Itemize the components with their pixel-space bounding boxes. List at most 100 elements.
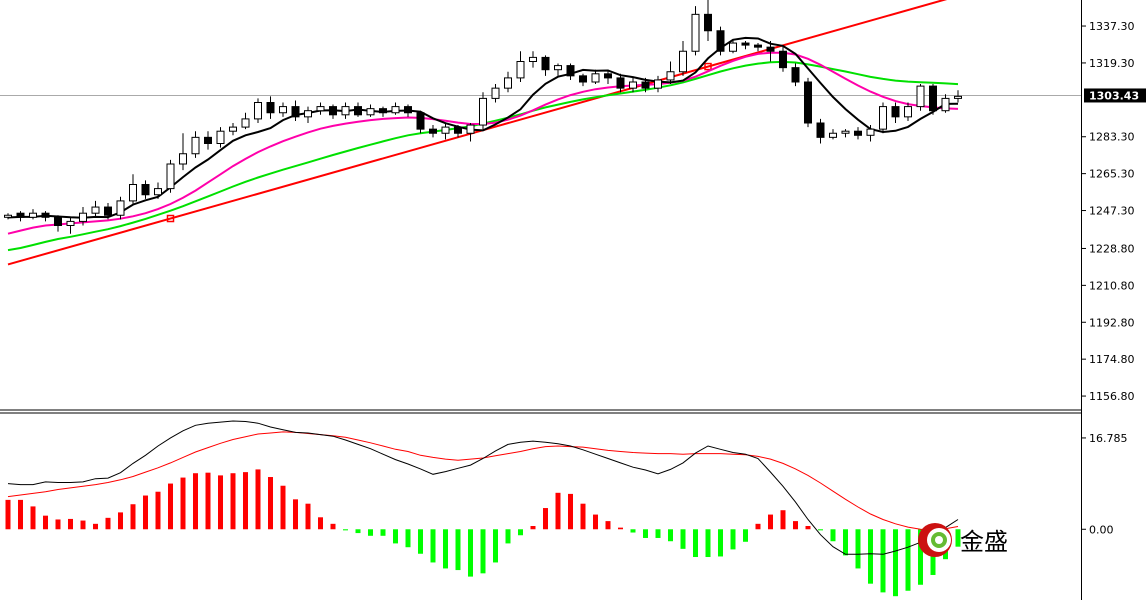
candle-down — [716, 30, 725, 52]
price-tick-label: 1337.30 — [1089, 20, 1135, 33]
candle-up — [529, 56, 537, 63]
macd-bar-positive — [168, 483, 173, 530]
candle-up — [166, 163, 175, 190]
macd-bar-negative — [380, 529, 386, 536]
candle-down — [641, 81, 650, 89]
macd-bar-positive — [330, 523, 336, 530]
macd-bar-positive — [255, 469, 261, 530]
candle-up — [729, 42, 737, 52]
macd-bar-positive — [580, 503, 586, 530]
candle-up — [229, 126, 237, 132]
macd-bar-negative — [493, 529, 498, 563]
macd-bar-positive — [205, 472, 211, 530]
macd-bar-positive — [143, 495, 148, 530]
price-tick-label: 1192.80 — [1089, 316, 1135, 329]
candle-up — [316, 106, 325, 112]
candle-up — [154, 188, 162, 196]
candle-down — [329, 106, 337, 116]
macd-bar-negative — [455, 529, 461, 571]
candle-up — [254, 102, 262, 120]
candle-down — [791, 67, 800, 83]
macd-bar-negative — [893, 529, 898, 597]
candle-down — [291, 106, 300, 118]
macd-bar-positive — [55, 519, 61, 530]
macd-bar-negative — [880, 529, 886, 593]
candle-up — [66, 220, 75, 226]
macd-bar-negative — [730, 529, 736, 550]
macd-bar-negative — [868, 529, 873, 584]
candle-up — [391, 106, 400, 114]
candle-up — [91, 206, 100, 214]
candle-up — [366, 108, 375, 116]
trend-marker — [166, 214, 175, 223]
candle-down — [766, 46, 775, 52]
candle-down — [354, 106, 362, 116]
macd-bar-positive — [230, 473, 236, 530]
candle-up — [4, 214, 12, 218]
candle-up — [466, 124, 475, 134]
macd-bar-positive — [68, 518, 73, 530]
candle-down — [266, 102, 275, 114]
macd-bar-positive — [568, 493, 573, 530]
candle-down — [41, 212, 50, 218]
macd-bar-positive — [530, 526, 536, 530]
macd-bar-negative — [843, 529, 848, 556]
candle-down — [54, 216, 62, 227]
macd-bar-positive — [118, 512, 123, 530]
candle-down — [804, 81, 812, 124]
candle-down — [779, 50, 787, 69]
price-tick-label: 1319.30 — [1089, 57, 1135, 70]
logo-icon — [918, 523, 952, 557]
candle-up — [504, 77, 512, 89]
candle-up — [516, 61, 525, 79]
price-tick-label: 1283.30 — [1089, 131, 1135, 144]
candle-up — [129, 184, 137, 202]
candle-up — [441, 126, 450, 134]
candle-down — [16, 212, 25, 218]
macd-bar-positive — [755, 523, 761, 530]
macd-bar-negative — [955, 529, 961, 547]
candle-down — [929, 85, 937, 112]
macd-panel — [5, 420, 961, 597]
candle-up — [629, 81, 637, 89]
candle-down — [891, 106, 900, 118]
candle-down — [104, 206, 112, 216]
macd-bar-positive — [543, 508, 548, 530]
candle-down — [429, 128, 437, 134]
macd-bar-negative — [905, 529, 911, 591]
macd-bar-negative — [668, 529, 673, 542]
price-tick-label: 1265.30 — [1089, 168, 1135, 181]
candle-up — [841, 130, 850, 134]
macd-bar-negative — [630, 529, 636, 533]
macd-bar-positive — [5, 499, 11, 530]
macd-bar-positive — [243, 472, 248, 530]
candle-down — [379, 108, 387, 114]
price-tick-label: 1174.80 — [1089, 353, 1135, 366]
macd-bar-negative — [343, 529, 348, 531]
macd-bar-negative — [518, 529, 523, 536]
macd-bar-positive — [105, 517, 111, 530]
candle-down — [141, 184, 150, 196]
macd-bar-negative — [418, 529, 423, 554]
macd-bar-positive — [805, 526, 811, 530]
candle-down — [754, 44, 762, 48]
macd-bar-negative — [505, 529, 511, 544]
macd-bar-positive — [180, 477, 186, 530]
macd-bar-negative — [918, 529, 923, 585]
ma-green-line — [7, 60, 959, 252]
candle-down — [704, 13, 712, 32]
macd-bar-negative — [830, 529, 836, 542]
macd-bar-negative — [718, 529, 723, 557]
macd-bar-negative — [355, 529, 361, 534]
candle-up — [116, 200, 125, 216]
macd-signal-line — [7, 431, 959, 531]
macd-bar-positive — [18, 499, 23, 530]
candle-up — [554, 65, 562, 71]
candle-down — [741, 42, 750, 46]
candle-up — [491, 87, 500, 99]
ma-magenta-line — [7, 51, 959, 235]
candle-up — [479, 97, 487, 126]
macd-bar-negative — [405, 529, 411, 548]
candle-down — [816, 122, 825, 138]
